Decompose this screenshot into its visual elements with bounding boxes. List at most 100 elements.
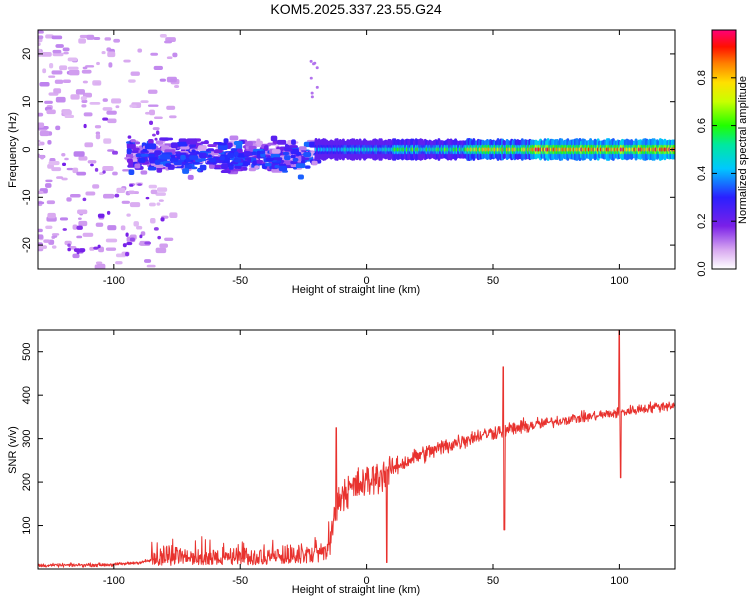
heatmap-cell bbox=[47, 139, 52, 145]
heatmap-cell bbox=[248, 145, 257, 150]
heatmap-cell bbox=[81, 99, 88, 104]
heatmap-cell bbox=[150, 189, 158, 195]
heatmap-cell bbox=[291, 139, 296, 145]
heatmap-cell bbox=[157, 235, 161, 240]
heatmap-cell bbox=[43, 239, 51, 243]
heatmap-cell bbox=[137, 48, 143, 53]
heatmap-cell bbox=[315, 66, 319, 70]
heatmap-cell bbox=[166, 56, 173, 60]
heatmap-cell bbox=[290, 154, 296, 159]
heatmap-cell bbox=[70, 94, 80, 100]
heatmap-cell bbox=[310, 91, 314, 95]
heatmap-cell bbox=[77, 209, 88, 215]
heatmap-cell bbox=[95, 261, 103, 265]
heatmap-cell bbox=[56, 176, 64, 179]
heatmap-cell bbox=[61, 177, 68, 181]
heatmap-cell bbox=[129, 202, 141, 208]
heatmap-cell bbox=[107, 225, 117, 231]
heatmap-cell bbox=[38, 42, 41, 46]
heatmap-cell bbox=[62, 228, 67, 231]
heatmap-cell bbox=[144, 143, 157, 150]
heatmap-cell bbox=[102, 165, 114, 171]
heatmap-cell bbox=[170, 142, 178, 149]
heatmap-cell bbox=[237, 153, 246, 158]
heatmap-cell bbox=[54, 79, 64, 84]
heatmap-cell bbox=[48, 161, 60, 166]
heatmap-cell bbox=[42, 68, 47, 74]
heatmap-x-tick-label: -100 bbox=[103, 275, 125, 287]
heatmap-cell bbox=[125, 232, 129, 237]
heatmap-cell bbox=[45, 183, 52, 188]
heatmap-cell bbox=[199, 164, 207, 171]
heatmap-cell bbox=[312, 62, 316, 66]
heatmap-cell bbox=[152, 133, 156, 137]
heatmap-cell bbox=[83, 112, 93, 117]
heatmap-cell bbox=[127, 135, 132, 139]
heatmap-cell bbox=[52, 49, 62, 54]
heatmap-cell bbox=[107, 51, 116, 58]
snr-y-tick-label: 300 bbox=[21, 429, 33, 447]
heatmap-cell bbox=[140, 153, 149, 157]
snr-marks bbox=[38, 330, 675, 568]
heatmap-cell bbox=[128, 190, 135, 195]
heatmap-cell bbox=[156, 187, 168, 192]
heatmap-cell bbox=[105, 247, 117, 251]
heatmap-cell bbox=[107, 118, 117, 124]
heatmap-cell bbox=[53, 88, 62, 94]
heatmap-cell bbox=[116, 187, 126, 193]
heatmap-cell bbox=[153, 227, 159, 231]
heatmap-cell bbox=[136, 225, 143, 230]
heatmap-cell bbox=[55, 96, 66, 103]
heatmap-cell bbox=[121, 200, 130, 204]
heatmap-cell bbox=[129, 104, 137, 108]
heatmap-cell bbox=[152, 127, 160, 131]
heatmap-cell bbox=[38, 30, 44, 34]
heatmap-cell bbox=[55, 44, 64, 48]
heatmap-cell bbox=[46, 109, 56, 115]
heatmap-cell bbox=[155, 192, 166, 196]
heatmap-cell bbox=[125, 251, 130, 257]
heatmap-cell bbox=[251, 151, 257, 156]
heatmap-cell bbox=[95, 133, 101, 140]
heatmap-cell bbox=[198, 152, 203, 158]
heatmap-cell bbox=[256, 138, 261, 142]
heatmap-cell bbox=[182, 168, 190, 174]
heatmap-cell bbox=[92, 184, 100, 189]
heatmap-cell bbox=[39, 130, 49, 137]
heatmap-cell bbox=[233, 140, 243, 146]
heatmap-cell bbox=[260, 150, 265, 155]
colorbar-gradient bbox=[711, 29, 737, 270]
snr-y-tick-label: 100 bbox=[21, 516, 33, 534]
snr-y-ticks: 100 200 300 400 500 bbox=[21, 343, 675, 535]
heatmap-cell bbox=[149, 120, 154, 125]
heatmap-cell bbox=[159, 78, 167, 82]
heatmap-cell bbox=[223, 138, 229, 143]
heatmap-cell bbox=[254, 165, 260, 170]
heatmap-cell bbox=[187, 174, 194, 180]
heatmap-cell bbox=[311, 160, 318, 166]
heatmap-cell bbox=[309, 59, 313, 63]
heatmap-cell bbox=[211, 161, 217, 165]
heatmap-cell bbox=[55, 125, 61, 131]
heatmap-cell bbox=[164, 237, 174, 241]
heatmap-cell bbox=[76, 225, 83, 230]
heatmap-cell bbox=[315, 85, 319, 89]
heatmap-y-tick-label: 10 bbox=[21, 96, 33, 108]
heatmap-cell bbox=[160, 154, 171, 160]
heatmap-y-ticks: -20 -10 0 10 20 bbox=[21, 48, 675, 253]
heatmap-cell bbox=[59, 65, 68, 71]
heatmap-cell bbox=[102, 117, 109, 121]
heatmap-cell bbox=[154, 137, 158, 141]
heatmap-cell bbox=[38, 48, 42, 52]
heatmap-cell bbox=[148, 109, 155, 116]
heatmap-cell bbox=[51, 233, 60, 236]
heatmap-x-tick-label: -50 bbox=[232, 275, 248, 287]
heatmap-cell bbox=[156, 166, 163, 173]
heatmap-y-label: Frequency (Hz) bbox=[7, 112, 19, 188]
heatmap-y-tick-label: 0 bbox=[21, 146, 33, 152]
heatmap-cell bbox=[221, 163, 228, 170]
heatmap-cell bbox=[260, 152, 266, 158]
heatmap-cell bbox=[81, 104, 87, 108]
colorbar-tick-label: 0.4 bbox=[696, 166, 708, 181]
heatmap-cell bbox=[284, 147, 293, 152]
